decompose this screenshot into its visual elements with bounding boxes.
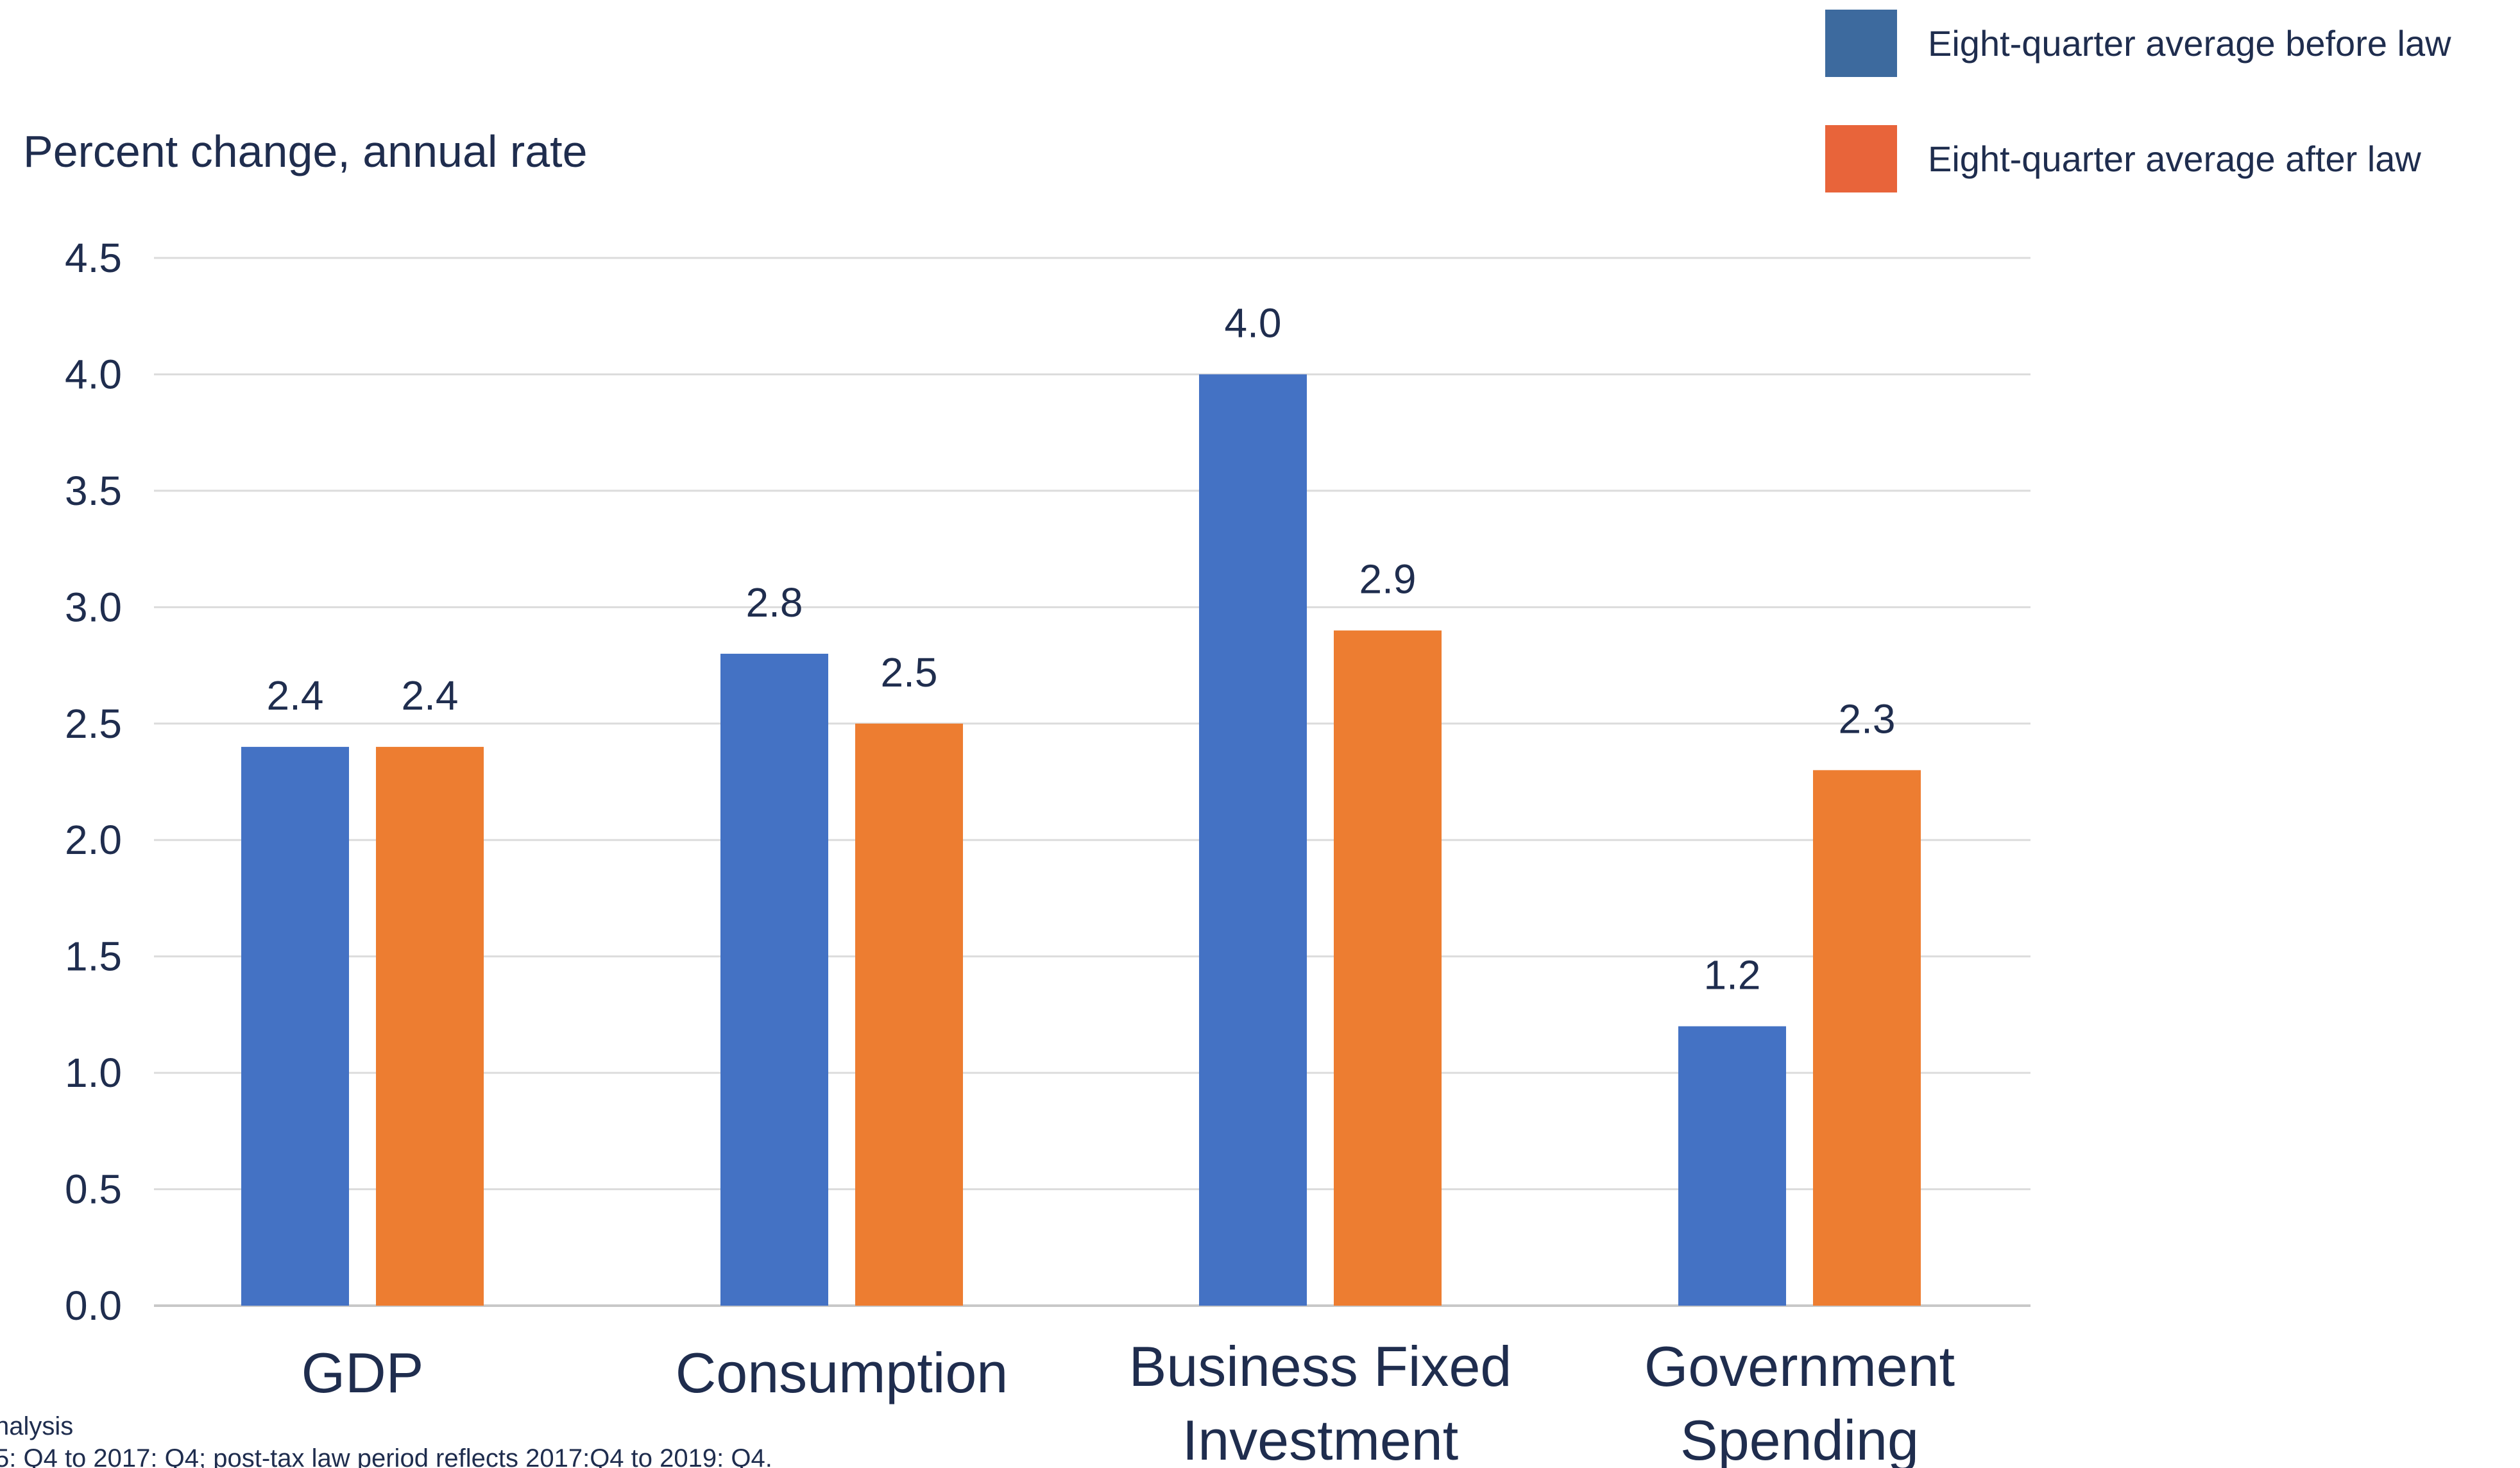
x-category-label: Government Spending: [1644, 1335, 1955, 1468]
bar: [855, 723, 963, 1306]
legend-swatch: [1825, 125, 1897, 192]
chart-text: Percent change, annual rate 0.0 0.5 1.0 1.5…: [23, 126, 1955, 1468]
bar: [1678, 1026, 1786, 1306]
x-category-label-line: GDP: [302, 1341, 424, 1404]
y-tick-label: 2.0: [65, 817, 122, 863]
y-tick-label: 3.0: [65, 584, 122, 630]
x-category-label-line: Spending: [1680, 1408, 1919, 1468]
x-category-label: Business Fixed Investment: [1129, 1335, 1512, 1468]
legend-swatch: [1825, 10, 1897, 77]
bar: [1334, 630, 1442, 1306]
y-axis-label: Percent change, annual rate: [23, 126, 588, 176]
x-category-label-line: Investment: [1182, 1408, 1458, 1468]
bar: [241, 747, 349, 1306]
data-label: 2.3: [1839, 696, 1896, 742]
y-tick-label: 1.5: [65, 934, 122, 980]
legend-label: Eight-quarter average before law: [1928, 23, 2451, 64]
y-tick-label: 0.0: [65, 1283, 122, 1329]
y-tick-label: 3.5: [65, 468, 122, 514]
data-label: 2.9: [1359, 556, 1417, 602]
data-label: 2.8: [746, 579, 803, 626]
legend: Eight-quarter average before law Eight-qu…: [1825, 10, 2451, 192]
bar: [720, 653, 828, 1306]
footnotes: nalysis 5: Q4 to 2017: Q4; post-tax law p…: [0, 1412, 772, 1468]
y-tick-label: 4.0: [65, 351, 122, 397]
y-tick-label: 4.5: [65, 235, 122, 281]
x-category-label-line: Government: [1644, 1335, 1955, 1398]
data-label: 1.2: [1704, 952, 1761, 998]
x-category-label: GDP: [302, 1341, 424, 1404]
x-category-label-line: Business Fixed: [1129, 1335, 1512, 1398]
y-tick-label: 1.0: [65, 1050, 122, 1096]
x-category-label: Consumption: [676, 1341, 1009, 1404]
footnote-source: nalysis: [0, 1412, 73, 1440]
x-category-label-line: Consumption: [676, 1341, 1009, 1404]
data-label: 2.4: [402, 672, 459, 719]
data-label: 4.0: [1225, 300, 1282, 346]
footnote-period: 5: Q4 to 2017: Q4; post-tax law period r…: [0, 1444, 772, 1468]
bars: [241, 374, 1921, 1306]
bar: [376, 747, 484, 1306]
y-tick-label: 2.5: [65, 701, 122, 747]
data-label: 2.5: [881, 649, 938, 696]
legend-label: Eight-quarter average after law: [1928, 139, 2421, 179]
bar: [1199, 374, 1307, 1306]
y-tick-label: 0.5: [65, 1166, 122, 1213]
data-label: 2.4: [267, 672, 324, 719]
bar: [1813, 770, 1921, 1306]
